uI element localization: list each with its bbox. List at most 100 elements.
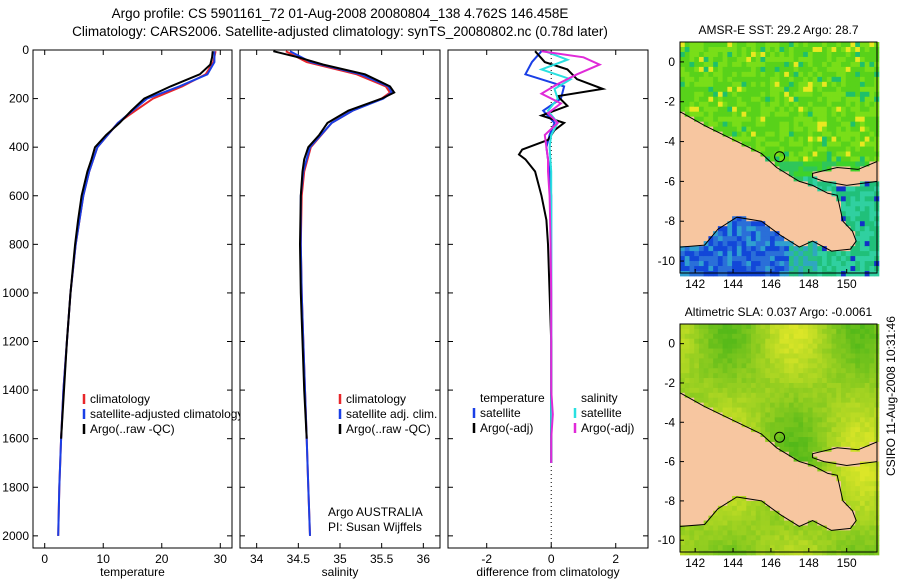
sla-map-cell bbox=[779, 451, 785, 458]
sst-map-cell bbox=[798, 136, 804, 142]
sla-map-cell bbox=[694, 427, 700, 433]
sla-map-cell bbox=[760, 328, 766, 335]
sst-map-cell bbox=[680, 246, 686, 252]
sst-map-cell bbox=[793, 111, 799, 118]
sst-map-xtick-label: 144 bbox=[723, 277, 743, 291]
sla-map-cell bbox=[850, 505, 856, 512]
sst-map-cell bbox=[741, 126, 747, 133]
sst-map-cell bbox=[859, 131, 866, 137]
sst-map-cell bbox=[708, 141, 714, 147]
sla-map-cell bbox=[684, 525, 690, 531]
sst-map-cell bbox=[765, 211, 771, 217]
sla-map-cell bbox=[684, 402, 690, 408]
sla-map-cell bbox=[713, 382, 719, 389]
sla-map-cell bbox=[817, 525, 823, 531]
sla-map-cell bbox=[841, 486, 847, 492]
sla-map-cell bbox=[684, 378, 690, 384]
sst-map-cell bbox=[708, 181, 714, 187]
sst-map-cell bbox=[817, 106, 823, 113]
temperature-xtick-label: 0 bbox=[41, 552, 48, 566]
sst-map-cell bbox=[836, 116, 842, 123]
sst-map-cell bbox=[746, 116, 752, 123]
sst-map-cell bbox=[845, 166, 851, 172]
sla-map-cell bbox=[703, 530, 709, 536]
sst-map-cell bbox=[689, 201, 695, 207]
sst-map-cell bbox=[788, 211, 795, 217]
sla-map-cell bbox=[793, 441, 799, 448]
sla-map-cell bbox=[765, 456, 771, 462]
sst-map-cell bbox=[855, 146, 861, 152]
sla-map-cell bbox=[703, 540, 709, 546]
sst-map-cell bbox=[831, 76, 837, 83]
sla-map-cell bbox=[807, 505, 813, 512]
sst-map-cell bbox=[864, 86, 870, 93]
sla-map-cell bbox=[746, 348, 752, 354]
sst-map-cell bbox=[694, 206, 700, 212]
sst-map-cell bbox=[680, 136, 686, 142]
sla-map-cell bbox=[855, 358, 861, 364]
sla-map-cell bbox=[869, 328, 875, 335]
sst-map-cell bbox=[774, 131, 780, 137]
sst-map-cell bbox=[689, 91, 695, 98]
sla-map-cell bbox=[826, 368, 832, 374]
sst-map-cell bbox=[774, 201, 780, 207]
sst-map-cell bbox=[807, 56, 813, 63]
sla-map-cell bbox=[694, 510, 700, 517]
sst-map-cell bbox=[869, 246, 875, 252]
sla-map-cell bbox=[746, 382, 752, 389]
sla-map-cell bbox=[680, 412, 686, 418]
sla-map-cell bbox=[859, 476, 866, 482]
sst-map-cell bbox=[807, 66, 813, 73]
sst-map-cell bbox=[793, 96, 799, 103]
sst-map-cell bbox=[689, 42, 695, 48]
sst-map-cell bbox=[812, 76, 818, 83]
sst-map-cell bbox=[812, 256, 818, 262]
sla-map-cell bbox=[812, 338, 818, 345]
sla-map-cell bbox=[708, 392, 714, 399]
sla-map-cell bbox=[850, 417, 856, 423]
sst-map-cell bbox=[788, 206, 795, 212]
sst-map-cell bbox=[774, 191, 780, 197]
sst-map-cell bbox=[760, 146, 766, 152]
sla-map-cell bbox=[803, 466, 809, 472]
sst-map-cell bbox=[784, 106, 790, 113]
sla-map-cell bbox=[841, 476, 847, 482]
sla-map-cell bbox=[793, 466, 799, 472]
sst-map-cell bbox=[698, 86, 705, 93]
depth-tick-label: 1400 bbox=[2, 383, 29, 397]
sst-map-cell bbox=[784, 201, 790, 207]
sla-map-cell bbox=[741, 476, 747, 482]
difference-xtick-label: -2 bbox=[481, 552, 492, 566]
sla-map-cell bbox=[845, 328, 851, 335]
sst-map-cell bbox=[717, 186, 724, 192]
sst-map-cell bbox=[722, 86, 728, 93]
sla-map-cell bbox=[869, 373, 875, 379]
sla-map-cell bbox=[765, 491, 771, 497]
sst-map-cell bbox=[774, 226, 780, 232]
sla-map-cell bbox=[746, 343, 752, 349]
sla-map-cell bbox=[831, 525, 837, 531]
sst-map-cell bbox=[746, 96, 752, 103]
sla-map-cell bbox=[788, 432, 795, 438]
sst-map-cell bbox=[722, 146, 728, 152]
sla-map-cell bbox=[845, 481, 851, 487]
salinity-plot-frame bbox=[239, 49, 441, 549]
sla-map-cell bbox=[803, 333, 809, 340]
sst-map-cell bbox=[788, 196, 795, 202]
sst-map-pixel-grid bbox=[680, 42, 880, 277]
sst-map-ytick-label: -8 bbox=[664, 214, 675, 228]
sst-map-cell bbox=[736, 271, 742, 277]
sla-map-cell bbox=[774, 437, 780, 443]
sla-map-cell bbox=[822, 324, 828, 330]
sst-map-cell bbox=[845, 256, 851, 262]
sst-map-cell bbox=[694, 266, 700, 272]
sla-map-cell bbox=[769, 550, 776, 556]
sst-map-cell bbox=[774, 71, 780, 78]
sla-map-cell bbox=[812, 343, 818, 349]
sla-map-cell bbox=[774, 407, 780, 413]
sla-map-cell bbox=[807, 392, 813, 399]
sla-map-cell bbox=[859, 446, 866, 453]
sst-map-cell bbox=[760, 46, 766, 53]
sla-map-cell bbox=[807, 525, 813, 531]
sla-map-cell bbox=[765, 328, 771, 335]
